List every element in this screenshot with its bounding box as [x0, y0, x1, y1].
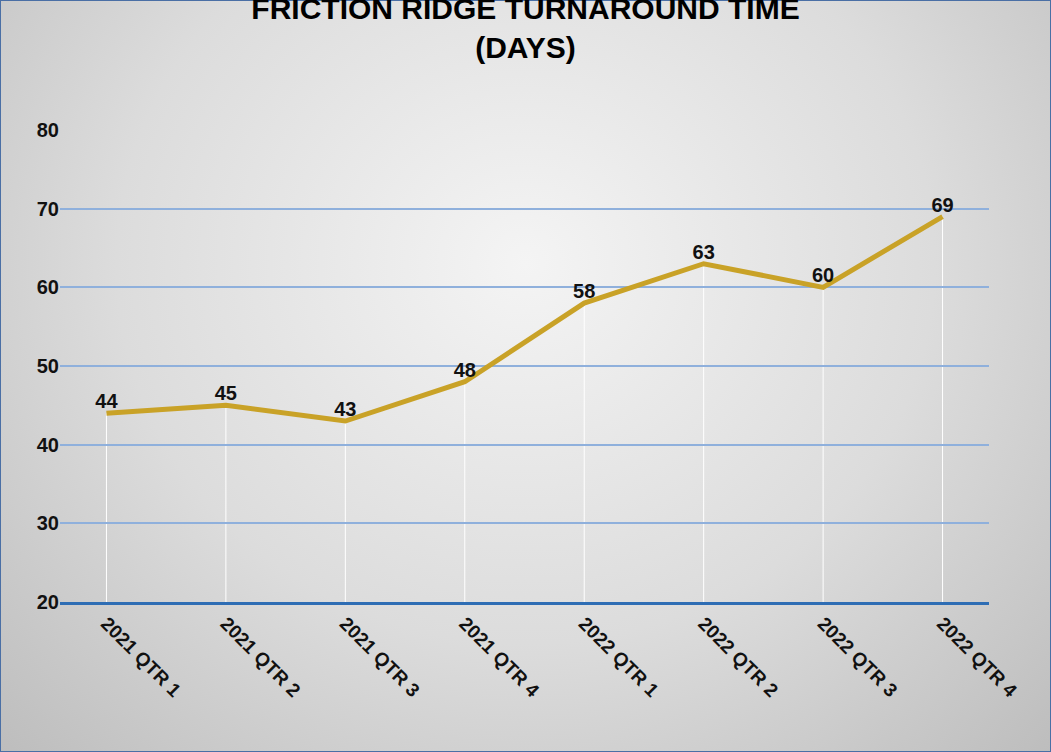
- svg-text:2022 QTR 2: 2022 QTR 2: [694, 613, 782, 701]
- svg-text:50: 50: [37, 355, 59, 377]
- svg-text:69: 69: [931, 194, 953, 216]
- svg-text:2022 QTR 4: 2022 QTR 4: [933, 613, 1021, 701]
- svg-text:63: 63: [693, 241, 715, 263]
- svg-text:2022 QTR 1: 2022 QTR 1: [575, 613, 663, 701]
- svg-text:2021 QTR 4: 2021 QTR 4: [455, 613, 543, 701]
- svg-text:2022 QTR 3: 2022 QTR 3: [814, 613, 902, 701]
- svg-text:60: 60: [812, 264, 834, 286]
- svg-text:45: 45: [215, 382, 237, 404]
- svg-text:2021 QTR 1: 2021 QTR 1: [97, 613, 185, 701]
- svg-text:2021 QTR 3: 2021 QTR 3: [336, 613, 424, 701]
- svg-text:70: 70: [37, 198, 59, 220]
- svg-text:20: 20: [37, 591, 59, 613]
- svg-text:60: 60: [37, 276, 59, 298]
- svg-text:44: 44: [95, 390, 118, 412]
- svg-text:80: 80: [37, 119, 59, 141]
- svg-text:58: 58: [573, 280, 595, 302]
- svg-text:FRICTION RIDGE TURNAROUND TIME: FRICTION RIDGE TURNAROUND TIME(DAYS): [251, 0, 799, 64]
- svg-text:2021 QTR 2: 2021 QTR 2: [216, 613, 304, 701]
- svg-text:40: 40: [37, 434, 59, 456]
- svg-text:43: 43: [334, 398, 356, 420]
- svg-text:48: 48: [454, 359, 476, 381]
- svg-text:30: 30: [37, 512, 59, 534]
